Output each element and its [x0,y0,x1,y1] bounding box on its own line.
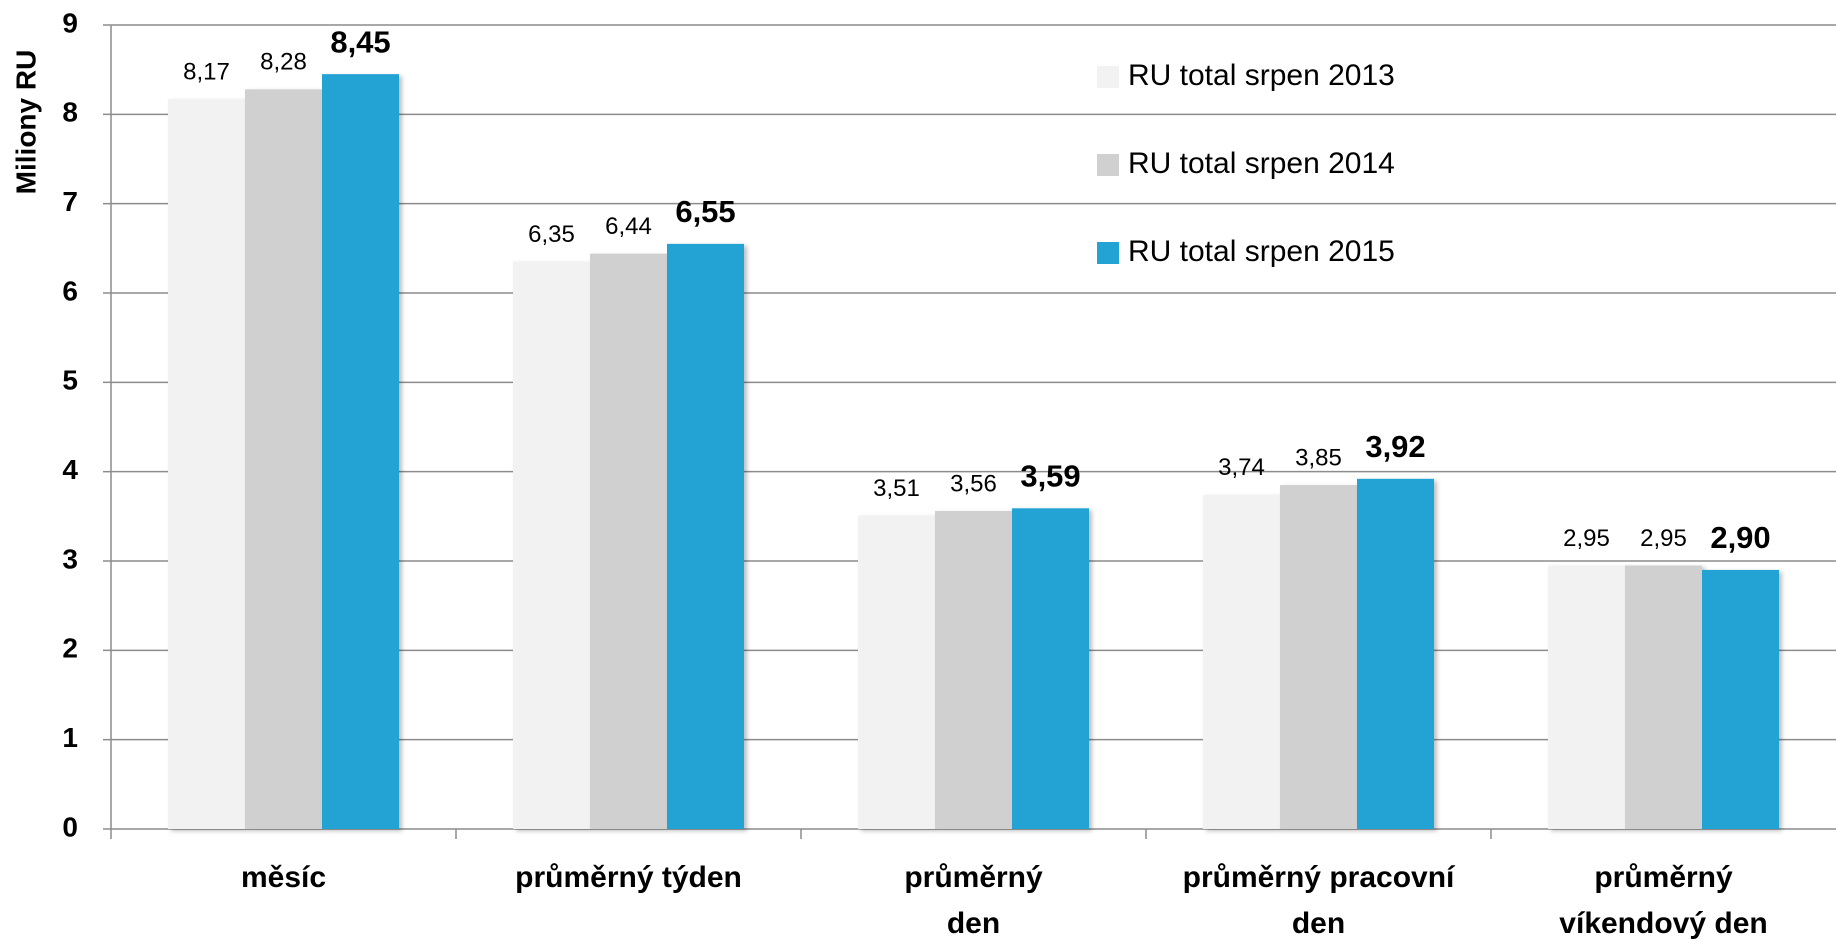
bar [1357,478,1434,829]
legend-swatch [1097,154,1119,176]
y-tick-label: 3 [62,543,78,574]
bar [1203,494,1280,829]
y-tick-label: 9 [62,7,78,38]
data-label: 3,56 [950,470,997,497]
x-tick-label: průměrný pracovní den [1182,861,1455,940]
bar [1625,565,1702,829]
bar [1548,565,1625,829]
data-label: 2,95 [1640,525,1687,552]
y-axis-label: Miliony RU [10,50,41,195]
legend-label: RU total srpen 2013 [1128,59,1395,92]
bar [590,253,667,829]
bar [513,261,590,829]
data-label: 8,17 [183,58,230,85]
y-tick-label: 6 [62,275,78,306]
bar [858,515,935,829]
bar [667,243,744,829]
bar [322,74,399,830]
data-label: 8,45 [330,24,390,59]
x-tick-label: průměrný týden [515,861,742,894]
legend-label: RU total srpen 2015 [1128,235,1395,268]
x-tick-label: průměrný den [904,861,1043,940]
data-label: 8,28 [260,49,307,76]
x-tick-label: průměrný víkendový den [1559,861,1768,940]
legend-swatch [1097,242,1119,264]
y-tick-label: 8 [62,97,78,128]
y-tick-label: 0 [62,811,78,842]
data-label: 2,95 [1563,525,1610,552]
data-label: 3,51 [873,475,920,502]
y-tick-label: 5 [62,365,78,396]
data-label: 6,55 [675,194,735,229]
data-label: 2,90 [1710,520,1770,555]
legend-label: RU total srpen 2014 [1128,147,1395,180]
y-tick-label: 1 [62,722,78,753]
legend-swatch [1097,66,1119,88]
data-label: 3,59 [1020,458,1080,493]
y-tick-label: 7 [62,186,78,217]
bar [168,99,245,829]
data-label: 6,35 [528,221,575,248]
bar [245,89,322,829]
y-tick-label: 4 [62,454,78,485]
bar [1280,485,1357,829]
data-label: 3,74 [1218,454,1265,481]
bar [1702,569,1779,829]
bar [935,510,1012,829]
data-label: 3,92 [1365,429,1425,464]
bar [1012,508,1089,829]
y-tick-label: 2 [62,633,78,664]
data-label: 3,85 [1295,444,1342,471]
x-tick-label: měsíc [240,861,327,894]
data-label: 6,44 [605,213,652,240]
